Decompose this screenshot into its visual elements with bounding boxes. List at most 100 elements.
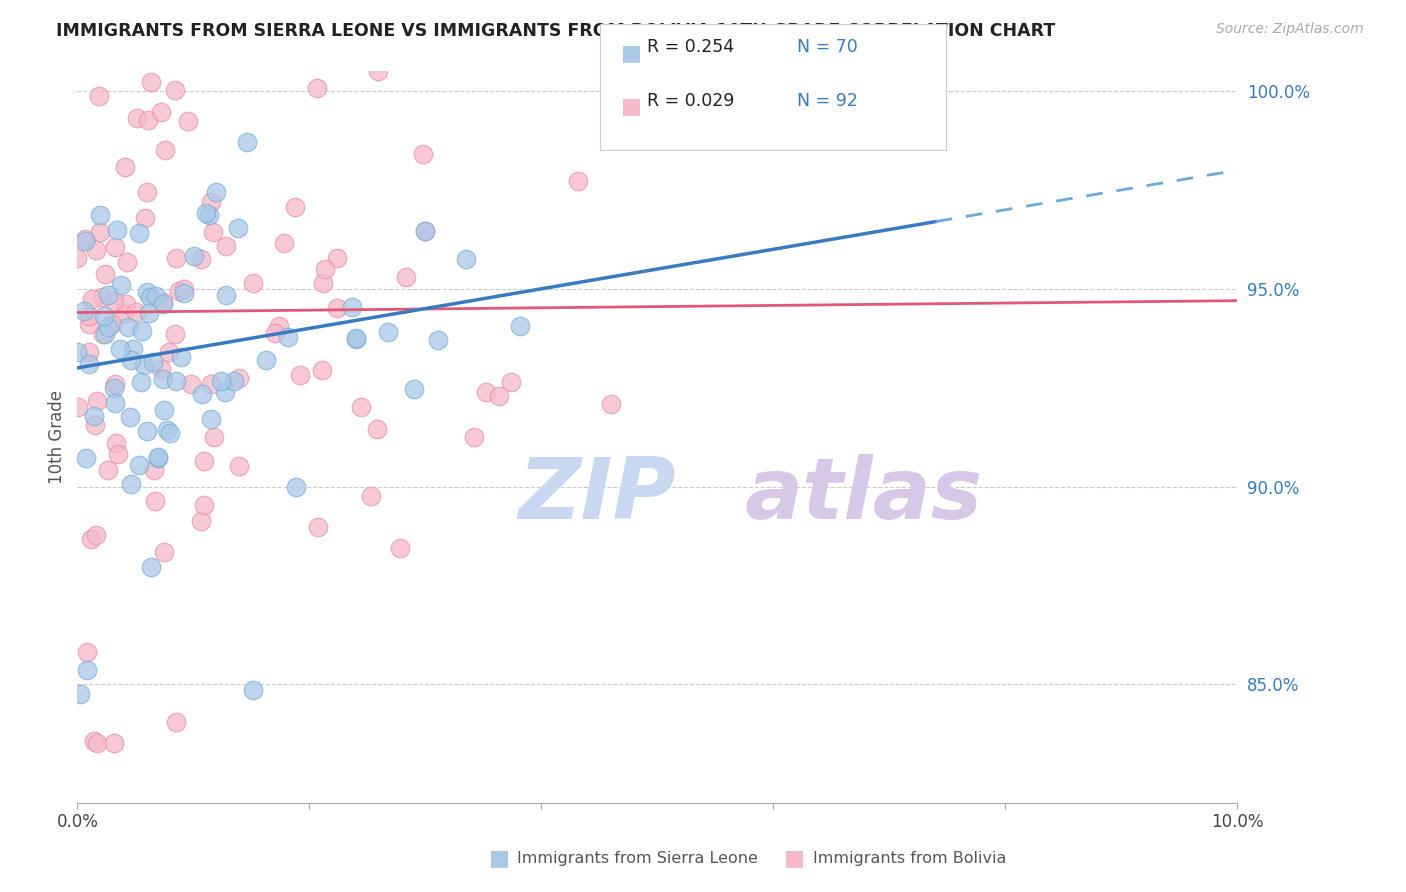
Point bbox=[214, 385, 236, 400]
Text: IMMIGRANTS FROM SIERRA LEONE VS IMMIGRANTS FROM BOLIVIA 10TH GRADE CORRELATION C: IMMIGRANTS FROM SIERRA LEONE VS IMMIGRAN… bbox=[56, 22, 1056, 40]
Point bbox=[69, 687, 91, 701]
Point bbox=[152, 297, 174, 311]
Point bbox=[75, 235, 97, 249]
Point bbox=[80, 533, 103, 547]
Point bbox=[200, 376, 222, 391]
Text: Source: ZipAtlas.com: Source: ZipAtlas.com bbox=[1216, 22, 1364, 37]
Point bbox=[194, 206, 217, 220]
Point bbox=[103, 737, 125, 751]
Point bbox=[77, 345, 100, 359]
Point bbox=[415, 224, 437, 238]
Point bbox=[395, 269, 418, 284]
Point bbox=[305, 81, 328, 95]
Point bbox=[125, 111, 148, 125]
Point bbox=[117, 319, 139, 334]
Point bbox=[152, 402, 174, 417]
Point bbox=[165, 715, 187, 730]
Point bbox=[115, 297, 138, 311]
Point bbox=[142, 463, 165, 477]
Point bbox=[129, 375, 152, 389]
Y-axis label: 10th Grade: 10th Grade bbox=[48, 390, 66, 484]
Point bbox=[228, 371, 250, 385]
Point bbox=[167, 285, 190, 299]
Point bbox=[86, 737, 108, 751]
Point bbox=[427, 334, 450, 348]
Point bbox=[84, 417, 107, 432]
Point bbox=[202, 430, 225, 444]
Point bbox=[159, 425, 181, 440]
Text: ■: ■ bbox=[621, 43, 643, 62]
Point bbox=[134, 358, 156, 372]
Text: ■: ■ bbox=[621, 96, 643, 116]
Point bbox=[93, 267, 115, 281]
Point bbox=[190, 252, 212, 266]
Point bbox=[139, 290, 162, 304]
Point bbox=[326, 251, 349, 265]
Point bbox=[104, 436, 127, 450]
Text: ■: ■ bbox=[785, 848, 804, 868]
Point bbox=[90, 290, 112, 304]
Point bbox=[76, 663, 98, 677]
Point bbox=[128, 227, 150, 241]
Point bbox=[193, 454, 215, 468]
Point bbox=[360, 489, 382, 503]
Point bbox=[91, 326, 114, 341]
Point bbox=[173, 285, 195, 300]
Point bbox=[198, 208, 221, 222]
Point bbox=[141, 75, 163, 89]
Point bbox=[103, 240, 125, 254]
Point bbox=[152, 372, 174, 386]
Point bbox=[136, 424, 159, 438]
Point bbox=[94, 327, 117, 342]
Point bbox=[150, 362, 173, 376]
Point bbox=[180, 377, 202, 392]
Point bbox=[215, 239, 238, 253]
Point bbox=[312, 276, 335, 290]
Point bbox=[284, 200, 307, 214]
Point bbox=[73, 304, 96, 318]
Point bbox=[108, 343, 131, 357]
Point bbox=[138, 306, 160, 320]
Point bbox=[84, 528, 107, 542]
Point bbox=[153, 143, 176, 157]
Point bbox=[263, 326, 285, 340]
Point bbox=[77, 317, 100, 331]
Text: ■: ■ bbox=[489, 848, 509, 868]
Point bbox=[567, 174, 589, 188]
Point bbox=[76, 644, 98, 658]
Point bbox=[314, 262, 336, 277]
Point bbox=[83, 409, 105, 424]
Point bbox=[509, 318, 531, 333]
Point bbox=[600, 397, 623, 411]
Point bbox=[115, 254, 138, 268]
Point bbox=[290, 368, 312, 382]
Point bbox=[136, 285, 159, 299]
Point bbox=[97, 319, 120, 334]
Text: N = 70: N = 70 bbox=[797, 38, 858, 56]
Point bbox=[269, 319, 291, 334]
Text: Immigrants from Sierra Leone: Immigrants from Sierra Leone bbox=[517, 851, 758, 865]
Point bbox=[79, 309, 101, 323]
Point bbox=[82, 292, 104, 306]
Point bbox=[73, 231, 96, 245]
Point bbox=[285, 480, 308, 494]
Point bbox=[120, 352, 142, 367]
Point bbox=[475, 385, 498, 400]
Point bbox=[501, 375, 523, 389]
Point bbox=[143, 494, 166, 508]
Point bbox=[170, 350, 193, 364]
Point bbox=[367, 64, 389, 78]
Point bbox=[114, 160, 136, 174]
Point bbox=[344, 332, 367, 346]
Point bbox=[190, 514, 212, 528]
Point bbox=[103, 381, 125, 395]
Point bbox=[128, 458, 150, 472]
Point bbox=[87, 89, 110, 103]
Text: R = 0.029: R = 0.029 bbox=[647, 92, 734, 110]
Point bbox=[75, 450, 97, 465]
Point bbox=[173, 282, 195, 296]
Point bbox=[125, 305, 148, 319]
Point bbox=[377, 325, 399, 339]
Point bbox=[152, 295, 174, 310]
Point bbox=[311, 362, 333, 376]
